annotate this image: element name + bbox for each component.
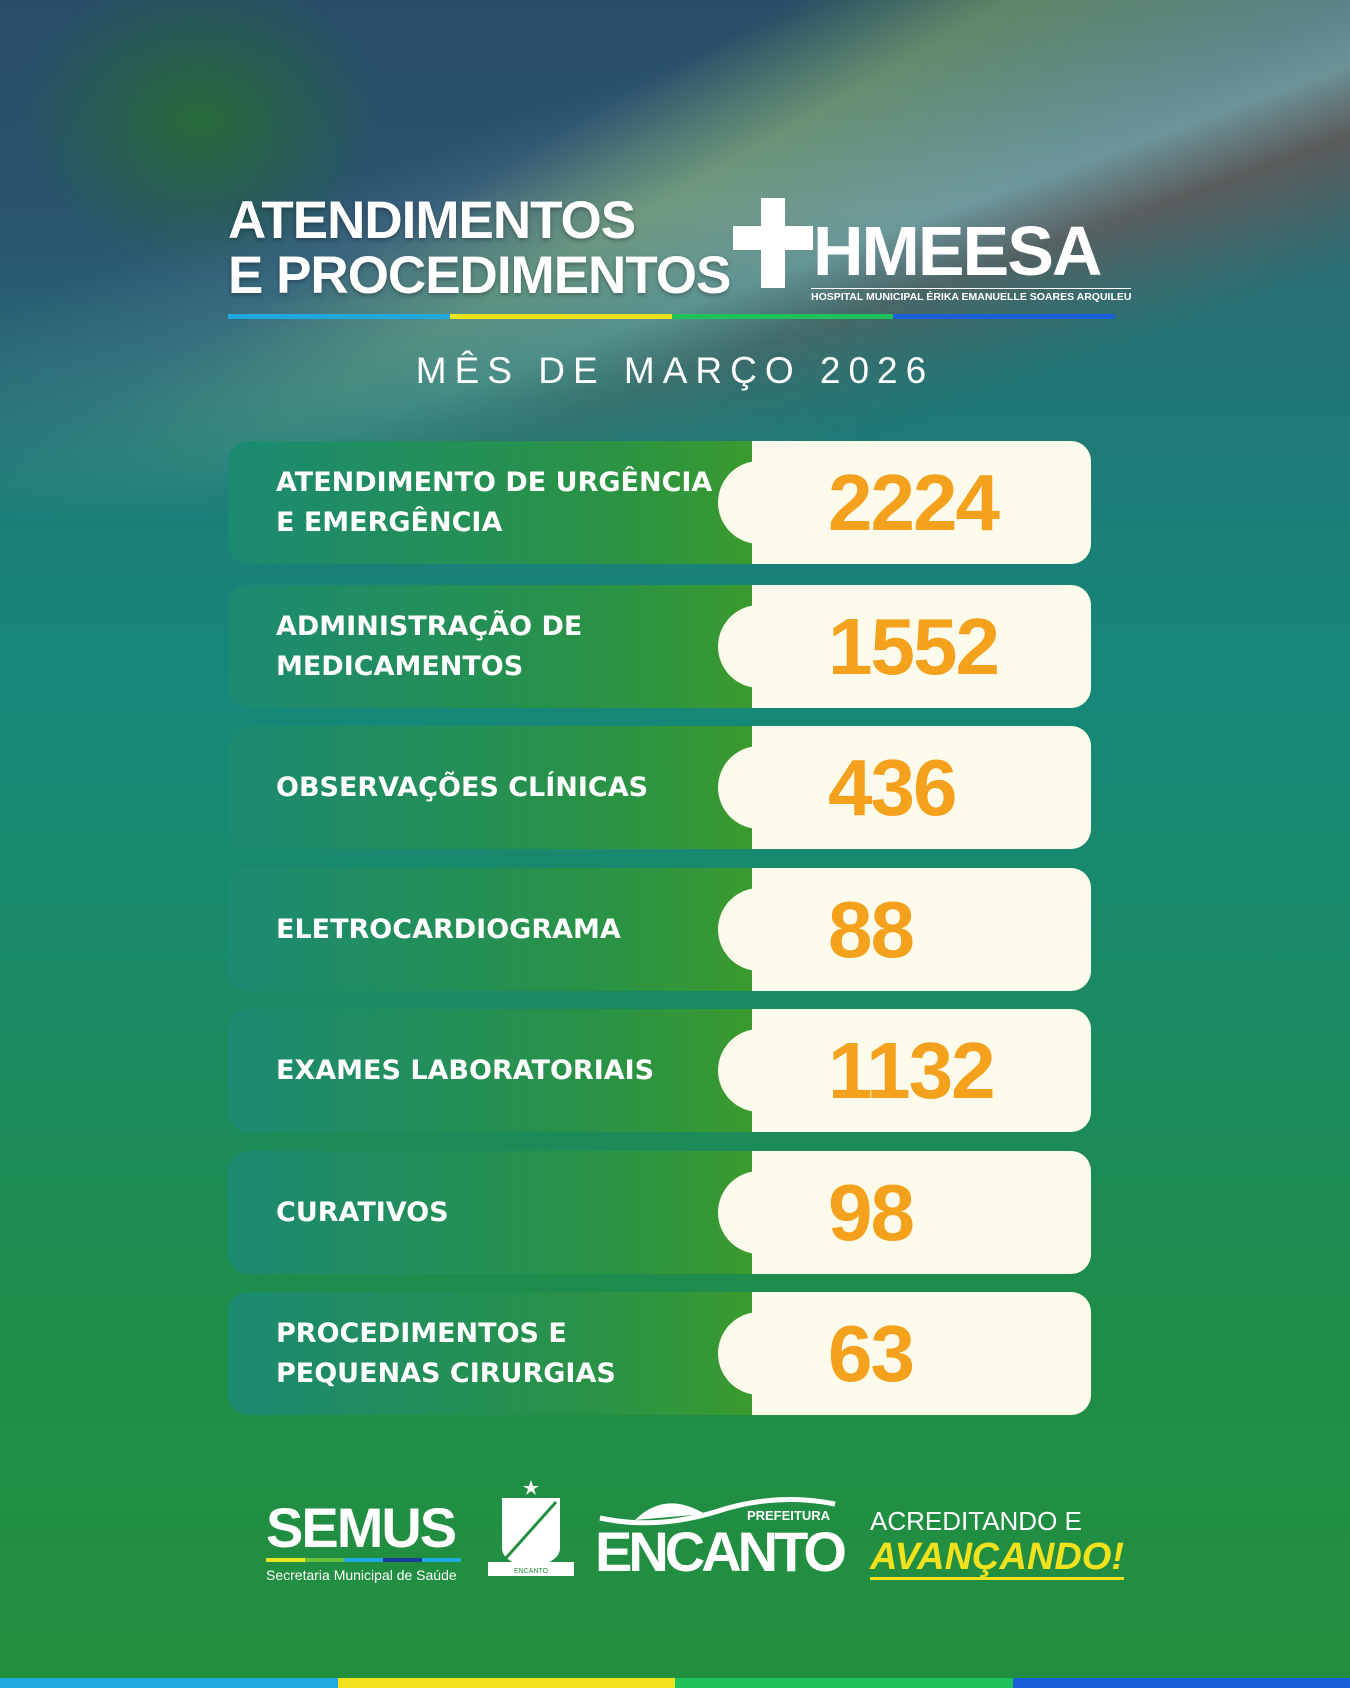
stat-card: ELETROCARDIOGRAMA 88	[228, 868, 1091, 991]
stat-label: ADMINISTRAÇÃO DE MEDICAMENTOS	[276, 610, 583, 682]
title-line-1: ATENDIMENTOS	[228, 191, 636, 250]
logo-subtitle: HOSPITAL MUNICIPAL ÉRIKA EMANUELLE SOARE…	[811, 288, 1132, 303]
slogan: ACREDITANDO E AVANÇANDO!	[870, 1506, 1125, 1580]
slogan-line-2: AVANÇANDO!	[870, 1536, 1125, 1580]
stat-label: ATENDIMENTO DE URGÊNCIA E EMERGÊNCIA	[276, 466, 713, 538]
stat-value: 63	[828, 1309, 915, 1398]
slogan-line-1: ACREDITANDO E	[870, 1506, 1082, 1536]
title-line-2: E PROCEDIMENTOS	[228, 246, 731, 305]
stat-value-panel	[752, 1009, 1091, 1132]
bottom-color-bar	[0, 1678, 1350, 1688]
semus-logo: SEMUS Secretaria Municipal de Saúde	[266, 1500, 461, 1583]
stat-value: 88	[828, 885, 915, 974]
stat-value-panel	[752, 726, 1091, 849]
stat-value-panel	[752, 441, 1091, 564]
hospital-aerial-photo	[0, 0, 1350, 520]
hill-swoosh-icon	[599, 1497, 836, 1526]
stat-value-panel	[752, 868, 1091, 991]
stat-card: ATENDIMENTO DE URGÊNCIA E EMERGÊNCIA 2224	[228, 441, 1091, 564]
stat-label: EXAMES LABORATORIAIS	[276, 1054, 655, 1086]
stat-card: CURATIVOS 98	[228, 1151, 1091, 1274]
page-title: ATENDIMENTOS E PROCEDIMENTOS	[228, 191, 731, 305]
svg-text:ENCANTO: ENCANTO	[514, 1568, 549, 1575]
semus-name: SEMUS	[266, 1496, 457, 1559]
semus-subtitle: Secretaria Municipal de Saúde	[266, 1567, 457, 1583]
stat-card: ADMINISTRAÇÃO DE MEDICAMENTOS 1552	[228, 585, 1091, 708]
medical-cross-icon	[733, 198, 813, 288]
logo-name: HMEESA	[813, 212, 1102, 290]
stat-value-panel	[752, 585, 1091, 708]
stat-card: EXAMES LABORATORIAIS 1132	[228, 1009, 1091, 1132]
hmeesa-logo: HMEESA HOSPITAL MUNICIPAL ÉRIKA EMANUELL…	[733, 198, 1132, 308]
stat-value: 1552	[828, 602, 1000, 691]
prefeitura-label: PREFEITURA	[746, 1508, 830, 1523]
month-label: MÊS DE MARÇO 2026	[415, 350, 935, 391]
color-rule	[228, 314, 1115, 319]
encanto-name: ENCANTO	[595, 1520, 847, 1583]
stat-label: PROCEDIMENTOS E PEQUENAS CIRURGIAS	[276, 1317, 616, 1389]
prefeitura-encanto-logo: PREFEITURA ENCANTO	[595, 1497, 847, 1583]
stat-value-panel	[752, 1151, 1091, 1274]
stat-value: 98	[828, 1168, 915, 1257]
stat-value-panel	[752, 1292, 1091, 1415]
stat-value: 1132	[828, 1026, 996, 1115]
municipal-crest-icon: ENCANTO	[488, 1480, 574, 1576]
stat-label: CURATIVOS	[276, 1196, 449, 1228]
stat-card: OBSERVAÇÕES CLÍNICAS 436	[228, 726, 1091, 849]
footer-logos: SEMUS Secretaria Municipal de Saúde ENCA…	[0, 1478, 1350, 1598]
stat-value: 2224	[828, 458, 1000, 547]
stat-label: OBSERVAÇÕES CLÍNICAS	[276, 771, 649, 803]
stat-card: PROCEDIMENTOS E PEQUENAS CIRURGIAS 63	[228, 1292, 1091, 1415]
stat-label: ELETROCARDIOGRAMA	[276, 913, 621, 945]
stat-value: 436	[828, 743, 957, 832]
